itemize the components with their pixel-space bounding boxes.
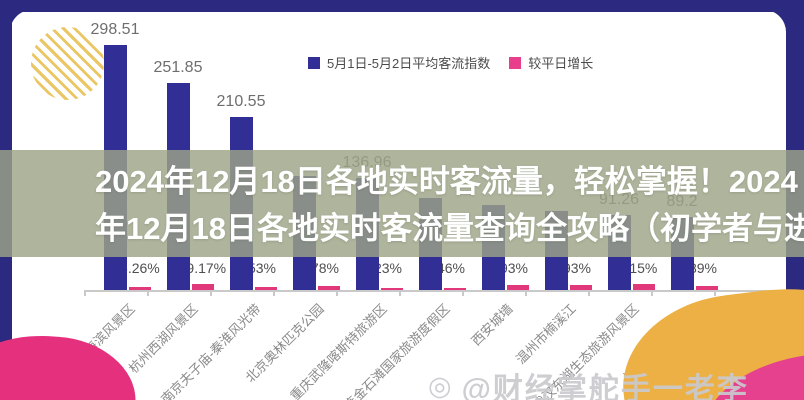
bar-value-label: 210.55 xyxy=(216,93,266,111)
watermark-text: @财经掌舵手一老李 xyxy=(461,373,749,400)
bar-value-label: 298.51 xyxy=(90,20,140,38)
growth-bar xyxy=(318,286,340,290)
legend-swatch-growth xyxy=(509,56,522,69)
overlay-title-line1: 2024年12月18日各地实时客流量，轻松掌握！2024 xyxy=(95,164,798,199)
growth-bar xyxy=(507,285,529,290)
growth-value-label: 23% xyxy=(373,260,403,276)
growth-bar xyxy=(633,284,655,290)
chart-legend: 5月1日-5月2日平均客流指数 较平日增长 xyxy=(308,53,593,72)
bar-value-label: 251.85 xyxy=(153,59,203,77)
axis-tick xyxy=(588,290,590,296)
growth-bar xyxy=(570,285,592,290)
axis-tick xyxy=(84,290,86,296)
axis-tick xyxy=(462,290,464,296)
hatched-circle-decoration xyxy=(31,27,104,100)
growth-value-label: 115% xyxy=(622,260,658,276)
axis-tick xyxy=(651,290,653,296)
legend-swatch-flow-index xyxy=(308,56,320,69)
growth-bar xyxy=(255,287,277,290)
growth-value-label: 53% xyxy=(247,260,277,276)
growth-value-label: 46% xyxy=(436,260,466,276)
growth-value-label: 89% xyxy=(688,260,718,276)
frame-top-bar xyxy=(0,0,804,12)
axis-tick xyxy=(210,290,212,296)
axis-tick xyxy=(336,290,338,296)
axis-tick xyxy=(147,290,149,296)
overlay-title-line2: 年12月18日各地实时客流量查询全攻略（初学者与进 xyxy=(95,211,804,246)
growth-bar xyxy=(381,288,403,290)
legend-label-flow-index: 5月1日-5月2日平均客流指数 xyxy=(327,56,491,71)
overlay-banner: 2024年12月18日各地实时客流量，轻松掌握！2024 年12月18日各地实时… xyxy=(0,150,804,257)
watermark: ◎ @财经掌舵手一老李 xyxy=(428,364,749,400)
growth-value-label: 78% xyxy=(310,260,340,276)
legend-label-growth: 较平日增长 xyxy=(528,56,594,71)
growth-value-label: 93% xyxy=(499,260,529,276)
axis-tick xyxy=(525,290,527,296)
growth-bar xyxy=(444,287,466,290)
growth-value-label: 93% xyxy=(562,260,592,276)
growth-bar xyxy=(129,287,151,290)
weibo-eye-icon: ◎ xyxy=(428,370,454,400)
growth-bar xyxy=(696,285,718,290)
axis-tick xyxy=(273,290,275,296)
growth-bar xyxy=(192,284,214,290)
x-axis-line xyxy=(84,290,776,292)
axis-tick xyxy=(714,290,716,296)
axis-tick xyxy=(399,290,401,296)
